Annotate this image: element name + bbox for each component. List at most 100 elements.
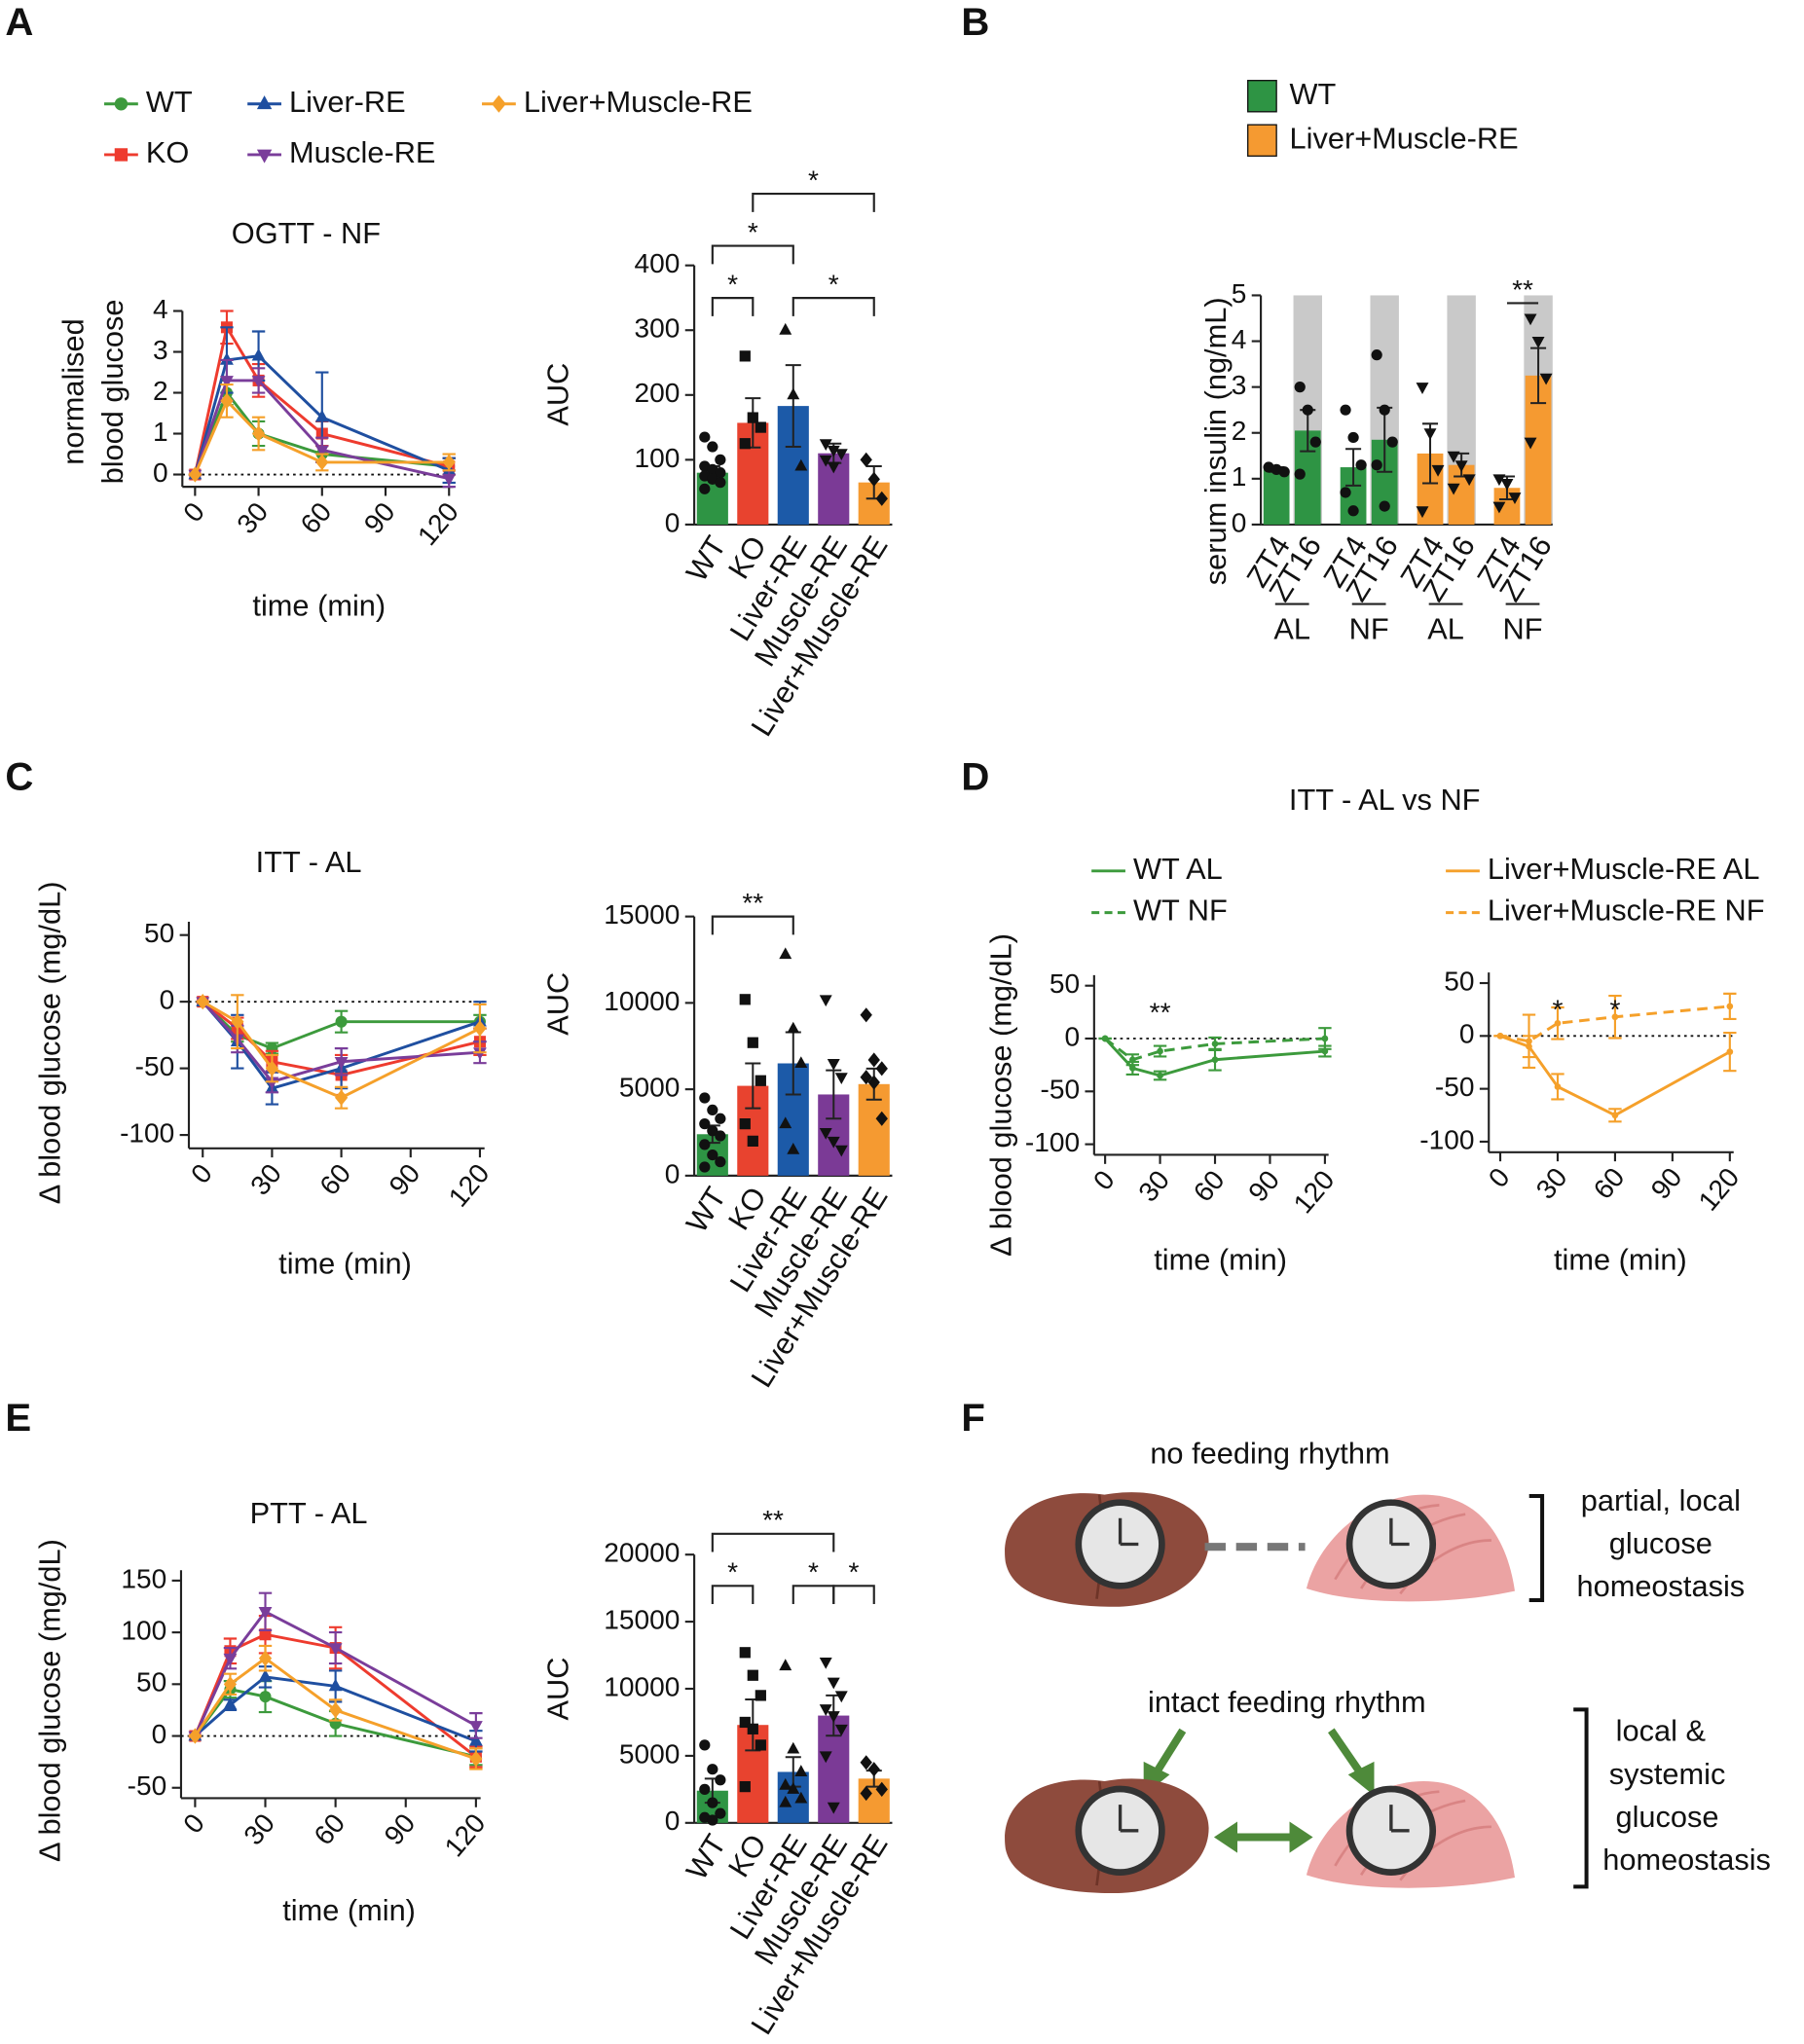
data-point (715, 1130, 726, 1142)
y-axis-label: Δ blood glucose (mg/dL) (33, 882, 67, 1205)
diagram-caption: intact feeding rhythm (1148, 1685, 1426, 1719)
data-point (827, 1136, 840, 1149)
group-label: NF (1349, 612, 1389, 646)
significance: ** (1150, 997, 1171, 1027)
y-tick-label: 0 (153, 457, 168, 488)
group-label: AL (1273, 612, 1310, 646)
y-tick-label: 0 (665, 1806, 681, 1836)
outcome-text: homeostasis (1602, 1843, 1771, 1877)
data-point (755, 421, 766, 433)
y-tick-label: -100 (120, 1118, 174, 1149)
x-tick-label: 0 (185, 1158, 218, 1189)
outcome-text: partial, local (1581, 1483, 1741, 1517)
significance: ** (762, 1505, 784, 1535)
data-point (1340, 404, 1351, 416)
y-axis-label: AUC (540, 363, 574, 426)
point (1726, 1003, 1734, 1010)
data-point (1423, 428, 1437, 441)
x-tick-label: 60 (1588, 1162, 1631, 1205)
data-point (867, 471, 880, 487)
data-point (707, 1797, 718, 1808)
significance: * (727, 270, 738, 300)
point (328, 1678, 343, 1692)
data-point (779, 1659, 792, 1671)
data-point (1379, 404, 1390, 416)
point (314, 445, 329, 458)
point (259, 1628, 272, 1641)
data-point (755, 1690, 766, 1701)
point (231, 1013, 244, 1030)
x-axis-label: time (min) (252, 589, 386, 623)
data-point (699, 1739, 711, 1751)
y-tick-label: 0 (665, 1158, 681, 1188)
data-point (1447, 451, 1460, 463)
y-tick-label: 3 (1232, 370, 1247, 400)
data-point (819, 439, 832, 452)
legend-label: Liver+Muscle-RE AL (1488, 852, 1760, 886)
y-tick-label: -50 (128, 1770, 167, 1801)
point (223, 1653, 238, 1666)
y-tick-label: 0 (1232, 507, 1247, 537)
y-tick-label: 2 (153, 376, 168, 406)
clock-icon (1349, 1503, 1433, 1587)
chart-title: OGTT - NF (232, 216, 381, 250)
y-tick-label: 0 (665, 507, 681, 537)
point (251, 376, 266, 388)
y-tick-label: 10000 (604, 986, 680, 1016)
data-point (707, 1814, 718, 1826)
error-bar (1345, 448, 1362, 487)
x-tick-label: 60 (308, 1807, 350, 1850)
point (468, 1721, 483, 1734)
group-label: AL (1427, 612, 1464, 646)
y-tick-label: 5 (1232, 278, 1247, 309)
legend-label: Muscle-RE (289, 135, 435, 169)
data-point (1531, 337, 1545, 348)
data-point (827, 1677, 840, 1690)
data-point (715, 467, 726, 479)
point (265, 1077, 279, 1090)
x-axis-label: time (min) (278, 1246, 412, 1280)
data-point (707, 1764, 718, 1775)
x-tick-label: 90 (358, 496, 401, 539)
data-point (834, 1145, 848, 1157)
y-tick-label: 50 (1444, 966, 1474, 996)
point (1321, 1035, 1329, 1042)
legend-marker (114, 97, 129, 111)
significance: * (748, 217, 758, 247)
point (251, 347, 266, 361)
data-point (787, 387, 800, 400)
y-tick-label: 10000 (604, 1671, 680, 1701)
data-point (787, 1741, 800, 1754)
significance-bracket (711, 915, 794, 935)
data-point (747, 1037, 758, 1048)
data-point (779, 322, 792, 335)
data-point (819, 1657, 832, 1669)
data-point (1500, 479, 1514, 491)
data-point (1416, 506, 1429, 519)
x-tick-label: 90 (1645, 1162, 1688, 1205)
legend-label: Liver-RE (289, 85, 406, 119)
panel-label: E (5, 1396, 31, 1440)
data-point (1431, 464, 1445, 477)
data-point (739, 1647, 751, 1659)
panel-label: B (961, 0, 989, 44)
data-point (707, 1125, 718, 1137)
point (1129, 1056, 1136, 1064)
data-point (699, 1118, 711, 1130)
point (328, 1643, 343, 1656)
data-point (794, 458, 808, 471)
data-point (1309, 436, 1321, 448)
data-point (1294, 468, 1306, 480)
x-tick-label: 90 (384, 1158, 426, 1201)
data-point (699, 1092, 711, 1104)
point (329, 1701, 343, 1719)
legend-marker (256, 95, 273, 110)
y-tick-label: 15000 (604, 1605, 680, 1635)
x-tick-label: 30 (231, 496, 274, 539)
data-point (819, 1128, 832, 1140)
legend-marker (256, 149, 273, 164)
data-point (1294, 382, 1306, 393)
legend-label: WT NF (1133, 894, 1228, 928)
y-tick-label: -50 (135, 1051, 175, 1081)
point (314, 409, 329, 422)
